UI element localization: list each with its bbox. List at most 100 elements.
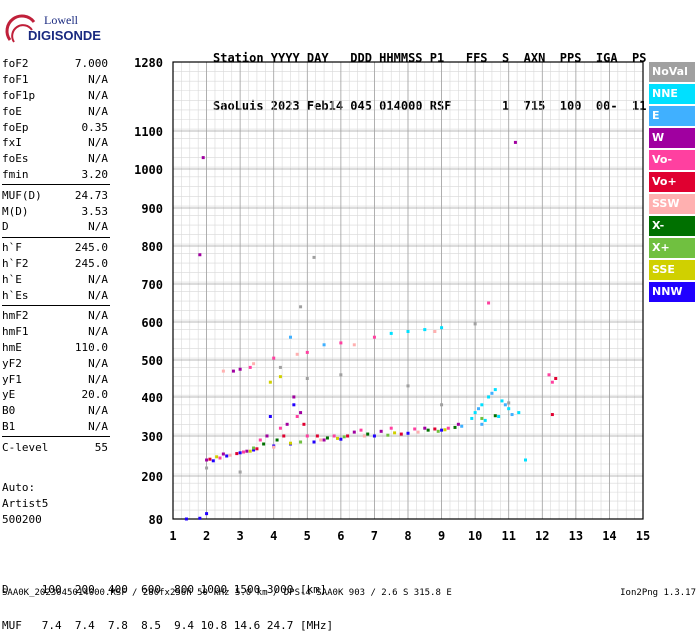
data-point	[302, 422, 306, 426]
parameter-name: h`E	[2, 272, 22, 286]
y-tick-label: 200	[141, 470, 163, 484]
data-point	[342, 435, 346, 439]
data-point	[268, 415, 272, 418]
parameter-separator	[2, 304, 110, 306]
data-point	[299, 305, 303, 309]
data-point	[339, 341, 343, 345]
parameter-row: h`Es N/A	[2, 287, 110, 303]
data-point	[305, 377, 309, 380]
data-point	[503, 403, 507, 407]
parameter-name: foF1p	[2, 88, 36, 102]
parameter-name: M(D)	[2, 204, 29, 218]
data-point	[413, 427, 417, 431]
parameter-value: N/A	[88, 152, 108, 166]
data-point	[198, 253, 202, 257]
data-point	[215, 455, 219, 459]
data-point	[285, 422, 289, 426]
data-point	[299, 411, 303, 415]
legend-item: W	[649, 128, 695, 148]
parameter-name: B0	[2, 404, 16, 418]
data-point	[477, 407, 480, 411]
data-point	[292, 403, 296, 407]
data-point	[440, 326, 444, 330]
legend-item: E	[649, 106, 695, 126]
parameter-name: yE	[2, 388, 16, 402]
data-point	[295, 415, 299, 418]
parameter-value: 3.53	[81, 204, 109, 218]
x-tick-label: 9	[438, 529, 445, 543]
auto-software: Artist5	[2, 497, 49, 510]
data-point	[221, 452, 225, 456]
data-point	[470, 416, 474, 420]
parameter-row: fxI N/A	[2, 135, 110, 151]
parameter-name: h`F2	[2, 256, 29, 270]
parameter-row: yF1 N/A	[2, 371, 110, 387]
data-point	[252, 362, 256, 366]
y-tick-label: 300	[141, 430, 163, 444]
data-point	[325, 436, 329, 440]
parameter-name: h`F	[2, 241, 22, 255]
parameter-row: B0 N/A	[2, 403, 110, 419]
ionogram-chart: 1 2 3 4 5 6 7 8 9 10 11 12 13 14 158020030040050060070…	[134, 56, 650, 543]
data-point	[440, 428, 444, 432]
data-point	[278, 375, 282, 379]
data-point	[292, 395, 296, 399]
parameter-row: D N/A	[2, 219, 110, 235]
parameter-row: yF2 N/A	[2, 355, 110, 371]
parameter-row: MUF(D) 24.73	[2, 187, 110, 203]
data-point	[440, 403, 444, 407]
parameter-value: N/A	[88, 419, 108, 433]
auto-version: 500200	[2, 513, 42, 526]
data-point	[319, 438, 323, 442]
data-point	[500, 399, 504, 403]
legend-item: SSE	[649, 260, 695, 280]
data-point	[497, 415, 501, 418]
data-point	[278, 365, 282, 369]
x-tick-label: 5	[304, 529, 311, 543]
data-point	[336, 436, 339, 440]
parameter-row: h`F2 245.0	[2, 256, 110, 272]
data-point	[379, 429, 383, 433]
data-point	[238, 367, 242, 371]
data-point	[339, 437, 343, 441]
data-point	[487, 301, 491, 305]
legend-item: NNE	[649, 84, 695, 104]
parameter-name: hmF2	[2, 309, 29, 323]
data-point	[372, 434, 376, 438]
data-point	[372, 335, 376, 339]
muf-row: MUF 7.4 7.4 7.8 8.5 9.4 10.8 14.6 24.7 […	[2, 619, 334, 632]
y-tick-label: 800	[141, 240, 163, 254]
legend-item: Vo+	[649, 172, 695, 192]
parameter-value: 3.20	[81, 167, 109, 181]
data-point	[238, 470, 242, 474]
parameter-name: D	[2, 220, 9, 234]
data-point	[272, 445, 276, 449]
data-point	[218, 456, 222, 460]
data-point	[524, 458, 527, 462]
data-point	[366, 432, 370, 436]
data-point	[483, 418, 487, 422]
data-point	[433, 330, 437, 333]
parameter-row: hmF2 N/A	[2, 308, 110, 324]
logo-arc-icon	[11, 24, 33, 43]
data-point	[406, 384, 410, 388]
data-point	[208, 457, 212, 461]
data-point	[305, 350, 309, 354]
data-point	[278, 426, 282, 430]
logo-bottom-text: DIGISONDE	[28, 28, 101, 43]
parameter-row: foE N/A	[2, 103, 110, 119]
data-point	[517, 411, 521, 415]
data-point	[362, 434, 366, 438]
parameter-separator	[2, 436, 110, 438]
parameter-name: foF1	[2, 73, 29, 87]
x-tick-label: 10	[468, 529, 482, 543]
data-point	[547, 373, 551, 377]
data-point	[359, 428, 363, 432]
parameter-row: B1 N/A	[2, 419, 110, 435]
data-point	[460, 424, 464, 428]
polarization-legend: NoVal NNE E W Vo- Vo+ SSW X- X+ SSE NNW	[649, 62, 695, 304]
parameter-row: h`F 245.0	[2, 240, 110, 256]
data-point	[352, 343, 356, 347]
data-point	[184, 517, 188, 521]
parameter-value: N/A	[88, 104, 108, 118]
